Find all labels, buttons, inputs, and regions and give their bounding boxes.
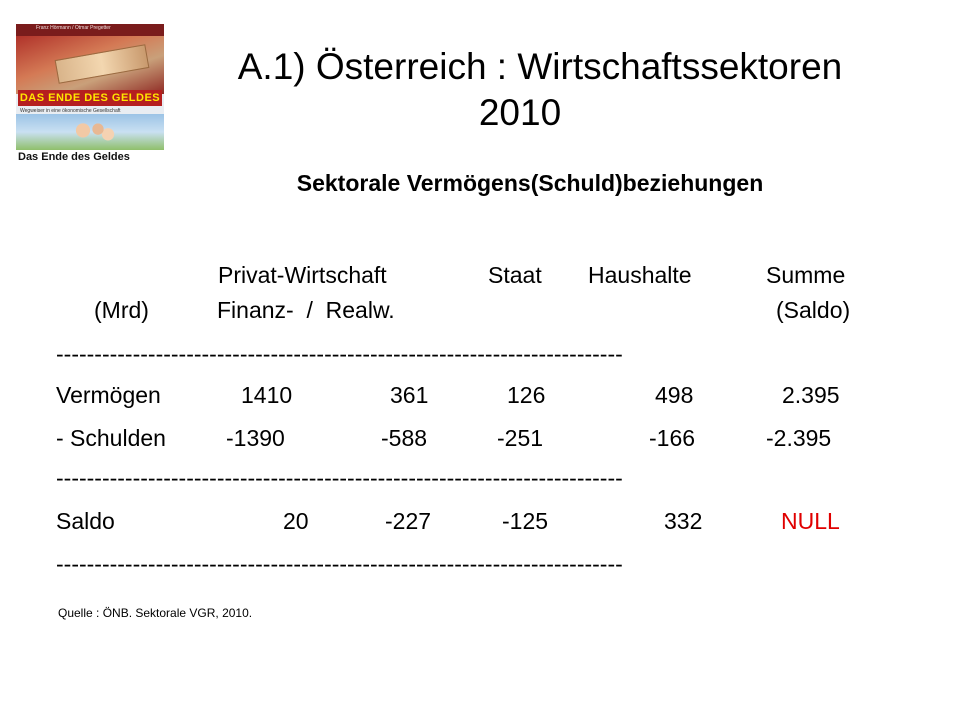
cell-schulden-summe: -2.395 bbox=[766, 425, 832, 451]
cover-authors: Franz Hörmann / Otmar Pregetter bbox=[36, 25, 111, 31]
cover-bottom-title: Das Ende des Geldes bbox=[16, 150, 164, 166]
cell-saldo-staat: -125 bbox=[502, 508, 549, 534]
cell-saldo-haushalte: 332 bbox=[664, 508, 703, 534]
cover-title-banner: DAS ENDE DES GELDES bbox=[18, 90, 162, 106]
header-unit: (Mrd) bbox=[94, 297, 149, 323]
cell-schulden-realw: -588 bbox=[381, 425, 428, 451]
cell-vermoegen-haushalte: 498 bbox=[655, 382, 694, 408]
separator-line: ----------------------------------------… bbox=[56, 551, 623, 577]
source-note: Quelle : ÖNB. Sektorale VGR, 2010. bbox=[58, 606, 253, 620]
cell-schulden-staat: -251 bbox=[497, 425, 544, 451]
cell-saldo-summe-null: NULL bbox=[781, 508, 840, 534]
cover-family-illustration bbox=[68, 120, 118, 146]
section-subtitle: Sektorale Vermögens(Schuld)beziehungen bbox=[296, 170, 764, 196]
separator-line: ----------------------------------------… bbox=[56, 465, 623, 491]
page-title-line2: 2010 bbox=[478, 92, 562, 133]
header-finanz-realw: Finanz- / Realw. bbox=[217, 297, 395, 323]
row-label-vermoegen: Vermögen bbox=[56, 382, 161, 408]
cell-schulden-finanz: -1390 bbox=[226, 425, 285, 451]
cell-vermoegen-finanz: 1410 bbox=[241, 382, 293, 408]
cell-vermoegen-realw: 361 bbox=[390, 382, 429, 408]
cell-schulden-haushalte: -166 bbox=[649, 425, 696, 451]
cell-vermoegen-staat: 126 bbox=[507, 382, 546, 408]
page-title-line1: A.1) Österreich : Wirtschaftssektoren bbox=[237, 46, 843, 87]
page-title: A.1) Österreich : Wirtschaftssektoren 20… bbox=[170, 44, 870, 136]
cell-saldo-realw: -227 bbox=[385, 508, 432, 534]
header-staat: Staat bbox=[488, 262, 542, 288]
row-label-saldo: Saldo bbox=[56, 508, 115, 534]
cell-saldo-finanz: 20 bbox=[283, 508, 309, 534]
header-summe: Summe bbox=[766, 262, 846, 288]
cover-subtitle: Wegweiser in eine ökonomische Gesellscha… bbox=[20, 108, 121, 114]
header-haushalte: Haushalte bbox=[588, 262, 692, 288]
cover-top-strip bbox=[16, 24, 164, 36]
header-privat-wirtschaft: Privat-Wirtschaft bbox=[218, 262, 387, 288]
row-label-schulden: - Schulden bbox=[56, 425, 166, 451]
cell-vermoegen-summe: 2.395 bbox=[782, 382, 840, 408]
header-saldo: (Saldo) bbox=[776, 297, 851, 323]
separator-line: ----------------------------------------… bbox=[56, 341, 623, 367]
book-cover-image: Franz Hörmann / Otmar Pregetter DAS ENDE… bbox=[16, 24, 164, 166]
